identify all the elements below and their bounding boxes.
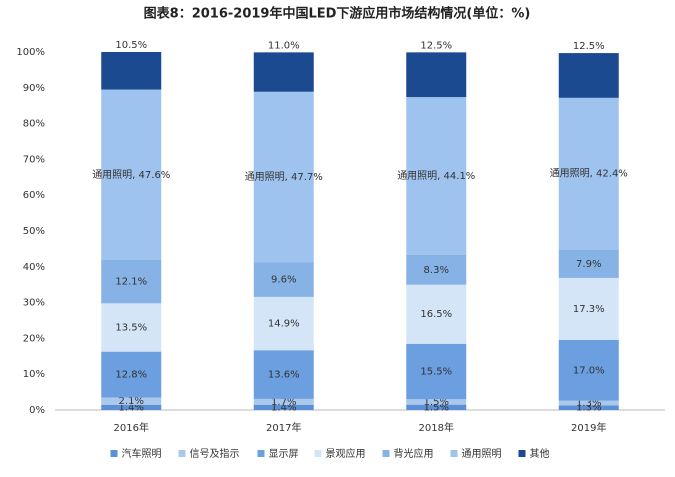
bar-segment — [253, 296, 314, 351]
legend-label: 其他 — [530, 447, 550, 460]
data-label: 14.9% — [268, 319, 300, 330]
y-tick-label: 10% — [23, 369, 45, 380]
bar-segment — [101, 89, 162, 260]
bar-segment — [406, 284, 467, 344]
data-label: 17.3% — [573, 304, 605, 315]
y-tick-label: 80% — [23, 119, 45, 130]
bar-segment — [558, 249, 619, 278]
bar-segment — [253, 350, 314, 399]
data-label: 通用照明, 44.1% — [397, 170, 475, 182]
x-tick-label: 2019年 — [571, 421, 606, 434]
legend-label: 显示屏 — [269, 448, 299, 460]
data-label: 2.1% — [119, 396, 144, 407]
data-label: 通用照明, 42.4% — [550, 168, 628, 180]
data-label: 通用照明, 47.6% — [92, 169, 170, 181]
x-tick-label: 2017年 — [266, 421, 301, 434]
chart-title: 图表8：2016-2019年中国LED下游应用市场结构情况(单位：%) — [144, 6, 531, 22]
bar-segment — [558, 400, 619, 406]
bar-segment — [558, 97, 619, 250]
bar-segment — [558, 53, 619, 98]
bar-segment — [101, 259, 162, 304]
bar-segment — [406, 404, 467, 410]
bar-segment — [406, 343, 467, 400]
y-tick-label: 60% — [23, 190, 45, 201]
data-label: 11.0% — [268, 40, 300, 51]
x-tick-label: 2016年 — [114, 421, 149, 434]
data-label: 13.6% — [268, 370, 300, 381]
data-label: 1.3% — [576, 398, 601, 409]
y-tick-label: 50% — [23, 226, 45, 237]
data-label: 1.7% — [271, 397, 296, 408]
bar-segment — [558, 339, 619, 401]
y-tick-label: 0% — [29, 405, 45, 416]
data-label: 10.5% — [115, 40, 147, 51]
legend-marker — [450, 450, 458, 457]
data-label: 12.8% — [115, 370, 147, 381]
legend-label: 信号及指示 — [190, 447, 240, 460]
data-label: 13.5% — [115, 322, 147, 333]
legend-marker — [382, 450, 390, 457]
bar-segment — [406, 52, 467, 98]
legend-marker — [518, 450, 526, 457]
data-label: 1.4% — [119, 402, 144, 413]
data-label: 1.4% — [271, 402, 296, 413]
bar-segment — [101, 303, 162, 352]
bar-segment — [406, 254, 467, 285]
data-label: 12.1% — [115, 277, 147, 288]
bar-segment — [406, 97, 467, 255]
bar-segment — [253, 262, 314, 297]
data-label: 9.6% — [271, 275, 296, 286]
data-label: 8.3% — [424, 265, 449, 276]
legend-marker — [257, 450, 265, 457]
y-tick-label: 100% — [16, 47, 45, 58]
bar-segment — [253, 52, 314, 92]
bar-segment — [558, 277, 619, 340]
legend-label: 景观应用 — [326, 447, 366, 460]
y-tick-label: 40% — [23, 262, 45, 273]
bar-segment — [253, 91, 314, 263]
legend-marker — [110, 450, 118, 457]
legend-label: 背光应用 — [394, 447, 434, 460]
data-label: 1.5% — [424, 402, 449, 413]
bar-segment — [101, 52, 162, 90]
data-label: 12.5% — [420, 40, 452, 51]
y-tick-label: 70% — [23, 154, 45, 165]
bar-segment — [101, 397, 162, 405]
bar-segment — [101, 351, 162, 398]
bar-segment — [406, 399, 467, 405]
data-label: 7.9% — [576, 259, 601, 270]
bar-segment — [558, 405, 619, 410]
x-tick-label: 2018年 — [419, 421, 454, 434]
legend-marker — [314, 450, 322, 457]
data-label: 12.5% — [573, 41, 605, 52]
y-tick-label: 30% — [23, 298, 45, 309]
data-label: 17.0% — [573, 365, 605, 376]
data-label: 15.5% — [420, 367, 452, 378]
data-label: 1.5% — [424, 397, 449, 408]
bar-segment — [101, 404, 162, 410]
bar-segment — [253, 398, 314, 405]
y-tick-label: 20% — [23, 333, 45, 344]
legend-marker — [178, 450, 186, 457]
legend-label: 通用照明 — [462, 448, 502, 460]
data-label: 通用照明, 47.7% — [245, 171, 323, 183]
bar-segment — [253, 404, 314, 410]
legend-label: 汽车照明 — [122, 447, 162, 460]
data-label: 1.3% — [576, 403, 601, 414]
data-label: 16.5% — [420, 309, 452, 320]
y-tick-label: 90% — [23, 83, 45, 94]
